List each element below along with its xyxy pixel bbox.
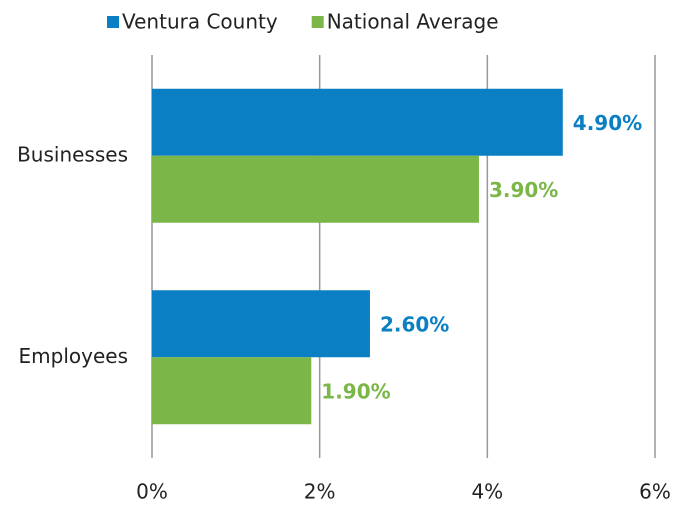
- value-label: 3.90%: [489, 178, 558, 202]
- legend-label: Ventura County: [122, 10, 278, 34]
- bar: [152, 290, 370, 358]
- x-tick-label: 2%: [304, 480, 336, 504]
- x-tick-label: 4%: [471, 480, 503, 504]
- category-label: Businesses: [17, 142, 128, 166]
- x-tick-label: 0%: [136, 480, 168, 504]
- value-label: 2.60%: [380, 312, 449, 336]
- bar: [152, 155, 479, 223]
- bar: [152, 357, 312, 425]
- bar: [152, 88, 563, 156]
- legend-swatch: [311, 16, 324, 28]
- value-label: 4.90%: [573, 111, 642, 135]
- x-tick-label: 6%: [639, 480, 671, 504]
- value-label: 1.90%: [321, 379, 390, 403]
- legend-swatch: [107, 16, 119, 28]
- category-label: Employees: [19, 344, 128, 368]
- legend-label: National Average: [327, 10, 499, 34]
